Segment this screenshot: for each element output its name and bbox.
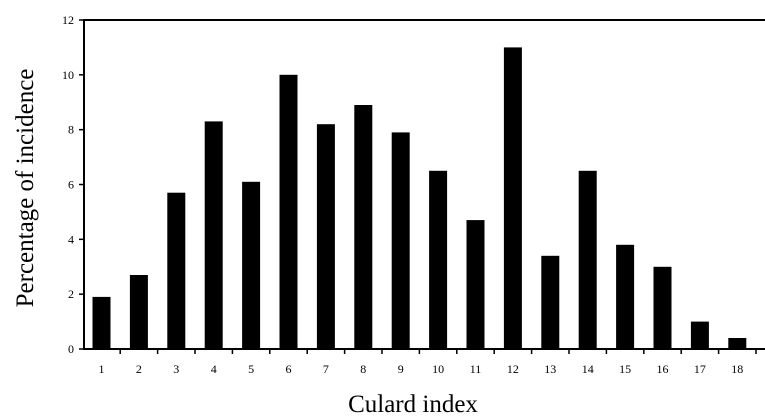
y-tick-label-8: 8	[68, 123, 74, 137]
x-axis-title: Culard index	[348, 391, 478, 418]
y-tick-label-12: 12	[62, 13, 74, 27]
bar-5	[242, 181, 261, 349]
bar-11	[466, 220, 485, 349]
y-axis-title: Percentage of incidence	[12, 69, 39, 308]
bar-15	[616, 244, 635, 349]
bar-18	[728, 338, 747, 349]
x-tick-label-17: 17	[694, 362, 706, 376]
x-tick-label-15: 15	[619, 362, 631, 376]
y-tick-label-4: 4	[68, 232, 74, 246]
bar-17	[690, 321, 709, 349]
bar-10	[429, 170, 448, 349]
x-tick-label-11: 11	[470, 362, 482, 376]
y-tick-label-6: 6	[68, 178, 74, 192]
x-tick-label-5: 5	[248, 362, 254, 376]
y-tick-label-2: 2	[68, 287, 74, 301]
x-tick-label-4: 4	[211, 362, 217, 376]
y-tick-label-10: 10	[62, 68, 74, 82]
x-tick-label-1: 1	[99, 362, 105, 376]
bar-13	[541, 255, 560, 349]
y-axis: 0 2 4 6 8 10 12	[62, 13, 84, 356]
bar-2	[129, 275, 148, 349]
x-tick-label-9: 9	[398, 362, 404, 376]
x-tick-label-13: 13	[544, 362, 556, 376]
bar-9	[391, 132, 410, 349]
x-tick-label-6: 6	[286, 362, 292, 376]
x-tick-label-3: 3	[173, 362, 179, 376]
y-tick-label-0: 0	[68, 342, 74, 356]
x-tick-label-7: 7	[323, 362, 329, 376]
x-tick-label-8: 8	[360, 362, 366, 376]
bar-1	[92, 296, 111, 349]
x-tick-label-18: 18	[731, 362, 743, 376]
bar-12	[503, 47, 522, 350]
bar-4	[204, 121, 223, 350]
bar-14	[578, 170, 597, 349]
bar-6	[279, 74, 298, 350]
bar-7	[316, 124, 335, 349]
bars-group	[92, 47, 747, 350]
x-tick-label-2: 2	[136, 362, 142, 376]
x-axis: 12345678910111213141516171819	[99, 349, 757, 376]
x-tick-label-10: 10	[432, 362, 444, 376]
bar-3	[167, 192, 186, 349]
x-tick-label-16: 16	[657, 362, 669, 376]
bar-8	[354, 105, 373, 349]
bar-16	[653, 266, 672, 350]
x-tick-label-14: 14	[582, 362, 594, 376]
x-tick-label-12: 12	[507, 362, 519, 376]
